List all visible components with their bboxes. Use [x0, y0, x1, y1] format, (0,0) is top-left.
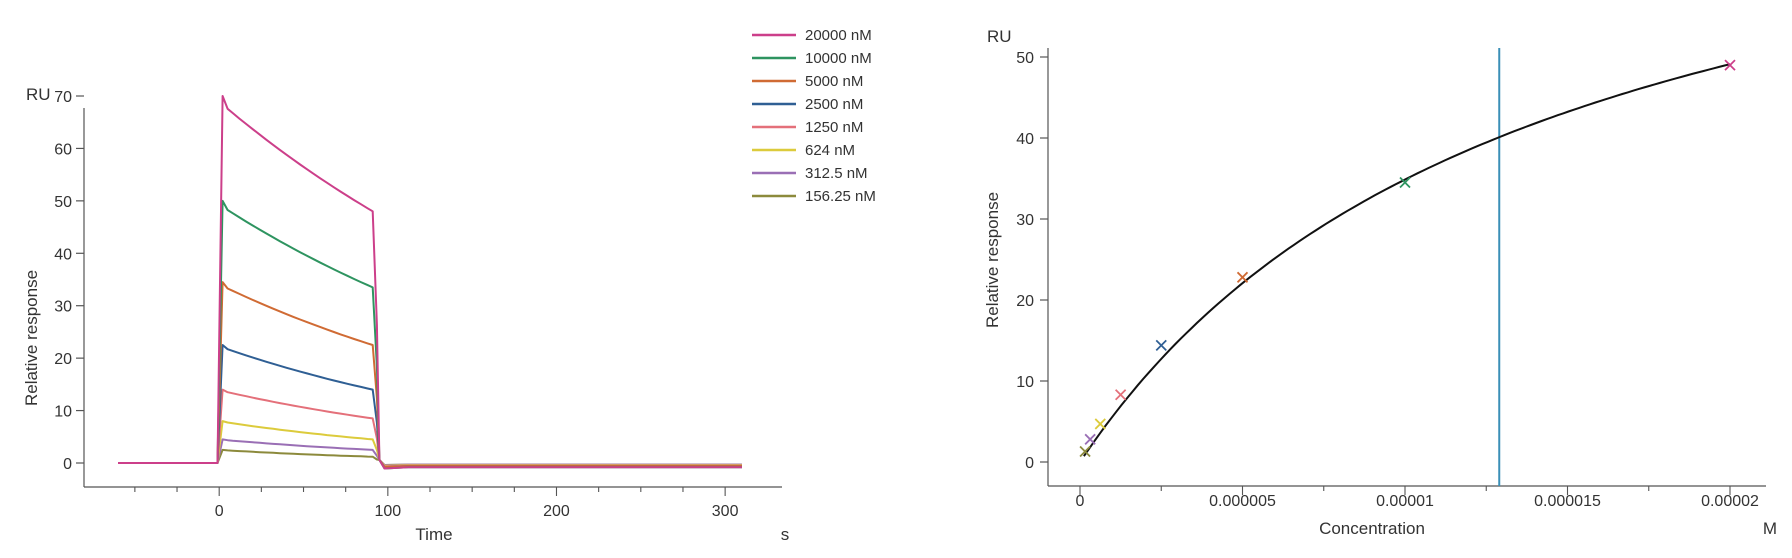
right-x-tick-label: 0: [1076, 493, 1085, 510]
series-line-1250-nM: [118, 388, 742, 468]
left-x-tick-label: 100: [374, 503, 401, 520]
series-line-5000-nM: [118, 281, 742, 469]
data-point-stroke: [1399, 176, 1411, 189]
series-line-312-5-nM: [118, 438, 742, 466]
data-point: [1094, 418, 1106, 430]
left-y-ticks: 0 10 20 30 40 50 60 70: [54, 89, 84, 473]
legend-label: 1250 nM: [805, 119, 863, 136]
affinity-chart: RU Relative response Concentration M 0 10…: [983, 27, 1777, 538]
data-point-stroke: [1236, 271, 1249, 283]
left-y-tick-label: 50: [54, 194, 72, 211]
data-point: [1114, 389, 1127, 401]
right-x-tick-label: 0.000015: [1534, 493, 1601, 510]
data-point: [1079, 445, 1091, 458]
left-x-axis-title: Time: [415, 525, 452, 544]
data-point: [1084, 433, 1096, 445]
right-marks-group: [1079, 48, 1736, 486]
right-y-tick-label: 30: [1016, 212, 1034, 229]
data-point-stroke: [1724, 59, 1736, 71]
right-y-tick-label: 50: [1016, 50, 1034, 67]
left-y-axis-title: Relative response: [22, 270, 41, 406]
left-x-ticks: 0 100 200 300: [134, 487, 739, 520]
left-x-tick-label: 300: [712, 503, 739, 520]
data-point: [1724, 59, 1736, 71]
right-x-tick-label: 0.00001: [1376, 493, 1434, 510]
series-line-156-25-nM: [118, 448, 742, 466]
left-y-tick-label: 10: [54, 404, 72, 421]
series-line-10000-nM: [118, 199, 742, 470]
legend-label: 2500 nM: [805, 96, 863, 113]
left-x-tick-label: 0: [215, 503, 224, 520]
legend-label: 156.25 nM: [805, 188, 876, 205]
left-y-unit: RU: [26, 85, 51, 104]
legend-label: 624 nM: [805, 142, 855, 159]
right-y-unit: RU: [987, 27, 1012, 46]
right-y-tick-label: 40: [1016, 131, 1034, 148]
legend-label: 20000 nM: [805, 27, 872, 44]
series-line-20000-nM: [118, 95, 742, 470]
right-x-tick-label: 0.00002: [1701, 493, 1759, 510]
right-x-unit: M: [1763, 519, 1777, 538]
data-point-stroke: [1079, 445, 1091, 458]
right-x-ticks: 0 0.000005 0.00001 0.000015 0.00002: [1076, 486, 1759, 510]
left-series-group: [118, 95, 742, 470]
right-y-tick-label: 0: [1025, 455, 1034, 472]
right-y-tick-label: 20: [1016, 293, 1034, 310]
legend-label: 10000 nM: [805, 50, 872, 67]
left-y-tick-label: 0: [63, 456, 72, 473]
legend-label: 312.5 nM: [805, 165, 868, 182]
data-point-stroke: [1084, 433, 1096, 445]
right-x-axis-title: Concentration: [1319, 519, 1425, 538]
left-y-tick-label: 30: [54, 299, 72, 316]
series-line-2500-nM: [118, 344, 742, 469]
left-y-tick-label: 60: [54, 141, 72, 158]
left-y-tick-label: 40: [54, 246, 72, 263]
fit-curve: [1083, 63, 1731, 457]
left-y-tick-label: 70: [54, 89, 72, 106]
sensorgram-chart: RU Relative response Time s 0 10 20 30 40 50 6…: [22, 27, 876, 544]
left-y-tick-label: 20: [54, 351, 72, 368]
data-point: [1399, 176, 1411, 189]
legend-label: 5000 nM: [805, 73, 863, 90]
legend: 20000 nM 10000 nM 5000 nM 2500 nM 1250 nM 624…: [752, 27, 876, 205]
data-point-stroke: [1094, 418, 1106, 430]
series-line-624-nM: [118, 420, 742, 467]
data-point: [1236, 271, 1249, 283]
right-y-ticks: 0 10 20 30 40 50: [1016, 50, 1048, 472]
right-y-tick-label: 10: [1016, 374, 1034, 391]
data-point-stroke: [1155, 339, 1167, 351]
right-y-axis-title: Relative response: [983, 192, 1002, 328]
left-x-unit: s: [781, 525, 790, 544]
data-point-stroke: [1114, 389, 1127, 401]
right-x-tick-label: 0.000005: [1209, 493, 1276, 510]
left-x-tick-label: 200: [543, 503, 570, 520]
data-point: [1155, 339, 1167, 351]
